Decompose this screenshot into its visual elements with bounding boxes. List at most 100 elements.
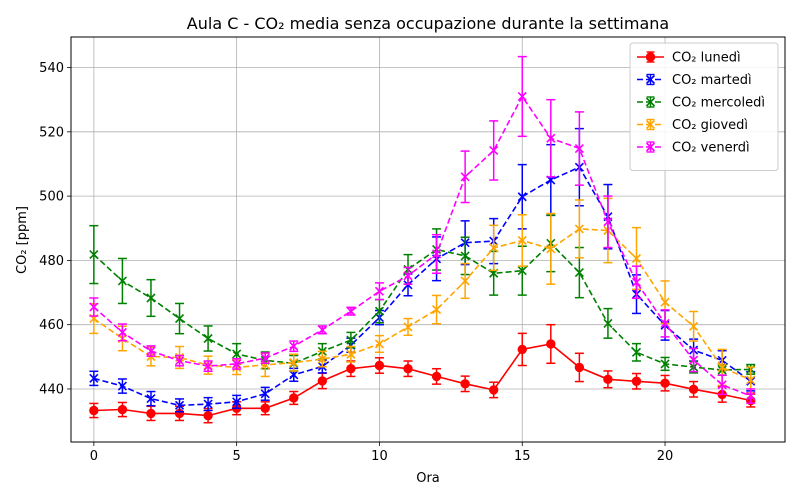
data-point bbox=[289, 393, 299, 403]
data-point bbox=[689, 355, 699, 365]
legend-item: CO₂ giovedì bbox=[637, 118, 748, 133]
y-tick-label: 520 bbox=[39, 125, 64, 140]
data-point bbox=[174, 314, 185, 324]
legend-item: CO₂ venerdì bbox=[637, 141, 750, 156]
series-line bbox=[93, 242, 751, 371]
data-point bbox=[89, 302, 99, 312]
series-2 bbox=[89, 214, 756, 376]
data-point bbox=[203, 361, 213, 371]
legend-marker bbox=[645, 119, 656, 130]
data-point bbox=[203, 399, 213, 409]
x-tick-label: 15 bbox=[514, 449, 531, 464]
y-axis-label: CO₂ [ppm] bbox=[15, 206, 30, 274]
data-point bbox=[403, 322, 413, 332]
data-point bbox=[260, 353, 270, 363]
data-point bbox=[232, 359, 242, 369]
data-point bbox=[146, 394, 156, 404]
data-point bbox=[546, 244, 556, 254]
data-point bbox=[203, 410, 213, 421]
data-point bbox=[689, 321, 699, 331]
data-point bbox=[603, 374, 613, 385]
data-point bbox=[631, 253, 642, 264]
data-point bbox=[89, 373, 99, 383]
series-3 bbox=[89, 197, 756, 394]
data-point bbox=[374, 339, 385, 349]
data-point bbox=[203, 333, 213, 344]
series-line bbox=[93, 166, 752, 407]
series-0 bbox=[89, 323, 756, 424]
series-4 bbox=[89, 55, 756, 404]
data-point bbox=[517, 235, 527, 246]
y-tick-label: 480 bbox=[39, 254, 64, 269]
series-1 bbox=[89, 127, 756, 413]
data-point bbox=[603, 217, 613, 227]
data-point bbox=[489, 145, 499, 156]
data-point bbox=[232, 349, 242, 359]
data-point bbox=[403, 364, 413, 374]
data-point bbox=[488, 385, 499, 395]
data-point bbox=[374, 360, 385, 371]
data-point bbox=[746, 391, 756, 401]
data-point bbox=[517, 91, 527, 102]
x-axis-label: Ora bbox=[416, 471, 440, 486]
data-point bbox=[403, 271, 413, 281]
data-point bbox=[346, 306, 356, 316]
data-point bbox=[517, 192, 527, 202]
series-line bbox=[93, 94, 751, 397]
data-point bbox=[317, 354, 327, 364]
legend-label: CO₂ giovedì bbox=[672, 118, 748, 133]
data-point bbox=[489, 243, 499, 253]
y-tick-label: 500 bbox=[39, 190, 64, 205]
data-point bbox=[89, 405, 99, 416]
legend-marker bbox=[645, 74, 656, 85]
data-point bbox=[460, 379, 470, 389]
legend: CO₂ lunedì CO₂ martedì CO₂ mercoledì CO₂ gi… bbox=[629, 42, 779, 171]
legend-label: CO₂ lunedì bbox=[672, 51, 741, 66]
data-point bbox=[289, 341, 299, 351]
data-point bbox=[146, 408, 156, 419]
data-point bbox=[346, 349, 356, 359]
data-point bbox=[746, 375, 756, 385]
x-tick-label: 10 bbox=[371, 449, 388, 464]
data-point bbox=[317, 376, 328, 386]
data-point bbox=[346, 364, 356, 374]
y-tick-label: 540 bbox=[39, 61, 64, 76]
data-point bbox=[546, 339, 556, 349]
legend-item: CO₂ martedì bbox=[637, 73, 752, 88]
legend-label: CO₂ venerdì bbox=[672, 141, 750, 156]
data-point bbox=[317, 325, 327, 335]
data-point bbox=[260, 403, 270, 413]
data-point bbox=[117, 276, 127, 286]
data-point bbox=[546, 133, 556, 143]
plot-series bbox=[89, 55, 756, 424]
legend-marker bbox=[645, 97, 656, 107]
y-tick-label: 460 bbox=[39, 318, 64, 333]
data-point bbox=[631, 277, 642, 287]
chart-title: Aula C - CO₂ media senza occupazione dur… bbox=[187, 14, 669, 33]
x-tick-label: 0 bbox=[90, 449, 98, 464]
data-point bbox=[574, 268, 584, 278]
series-line bbox=[93, 343, 751, 417]
data-point bbox=[117, 327, 127, 337]
data-point bbox=[517, 266, 527, 276]
data-point bbox=[603, 318, 613, 328]
data-point bbox=[717, 380, 727, 390]
data-point bbox=[346, 335, 356, 345]
x-tick-label: 5 bbox=[233, 449, 241, 464]
data-point bbox=[260, 360, 270, 370]
data-point bbox=[717, 362, 727, 372]
legend-item: CO₂ lunedì bbox=[637, 51, 741, 66]
data-point bbox=[89, 250, 99, 260]
data-point bbox=[232, 397, 242, 407]
plot-frame bbox=[70, 36, 786, 443]
data-point bbox=[660, 378, 670, 388]
data-point bbox=[574, 224, 584, 234]
data-point bbox=[460, 276, 470, 286]
legend-marker bbox=[645, 52, 656, 62]
legend-label: CO₂ mercoledì bbox=[672, 96, 765, 111]
data-point bbox=[374, 306, 385, 316]
x-axis: 0 5 10 15 20 bbox=[90, 442, 673, 464]
data-point bbox=[289, 358, 299, 368]
data-point bbox=[174, 356, 185, 366]
